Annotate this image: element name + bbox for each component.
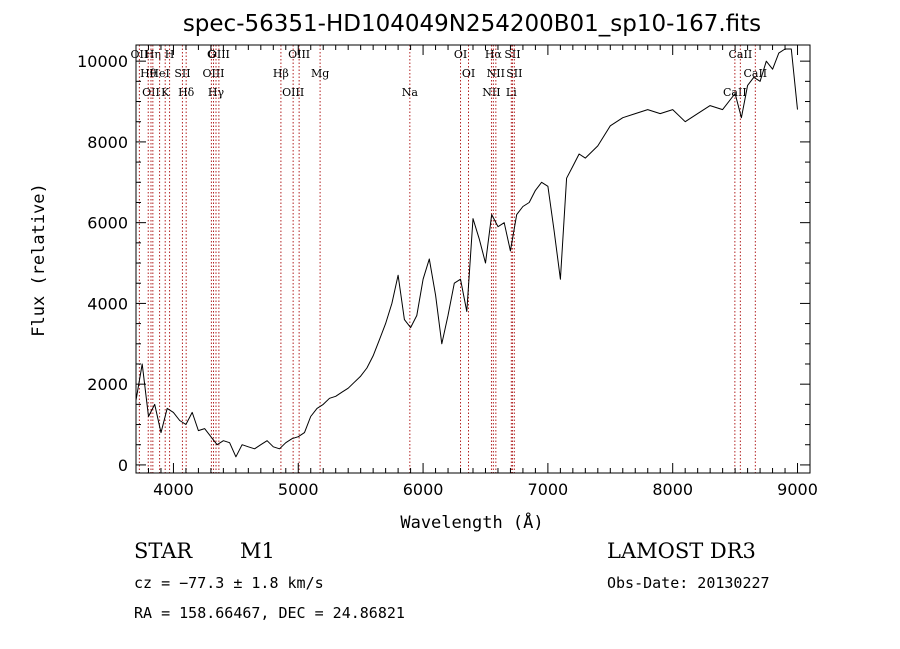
line-marker-label: CaII [729,48,753,61]
x-tick-label: 7000 [528,480,569,499]
spectrum-series [135,48,798,458]
survey-name: LAMOST DR3 [607,539,756,563]
line-marker-label: OI [454,48,467,61]
y-tick-label: 4000 [87,294,128,313]
line-marker-label: Mg [311,67,329,80]
y-tick-label: 0 [118,456,128,475]
coordinates-radec: RA = 158.66467, DEC = 24.86821 [134,604,405,622]
x-tick-label: 9000 [777,480,818,499]
line-marker-label: Hα [485,48,503,61]
y-axis-label: Flux (relative) [29,183,49,337]
line-marker-label: Hη [145,48,161,61]
y-tick-label: 10000 [77,52,128,71]
x-tick-label: 6000 [403,480,444,499]
line-marker-label: G [207,48,216,61]
x-tick-label: 5000 [278,480,319,499]
line-marker-label: SII [174,67,190,80]
line-marker-label: NII [482,86,500,99]
line-marker-label: OI [462,67,475,80]
x-axis-label: Wavelength (Å) [400,511,543,533]
object-subclass: M1 [240,539,275,563]
line-marker-label: Hβ [273,67,289,80]
line-marker-label: CaII [723,86,747,99]
x-tick-label: 8000 [652,480,693,499]
line-marker-label: Na [402,86,419,99]
x-tick-label: 4000 [153,480,194,499]
y-tick-label: 2000 [87,375,128,394]
line-marker-label: Hδ [178,86,195,99]
observation-date: Obs-Date: 20130227 [607,574,770,592]
chart-title: spec-56351-HD104049N254200B01_sp10-167.f… [183,11,761,37]
line-marker-label: SII [504,48,520,61]
line-marker-label: OIII [202,67,224,80]
line-marker-label: OIII [288,48,310,61]
y-tick-label: 8000 [87,133,128,152]
object-type: STAR [134,539,193,563]
line-marker-label: OII [142,86,160,99]
line-marker-label: OIII [282,86,304,99]
line-marker-label: HeI [149,67,169,80]
line-marker-label: OII [131,48,149,61]
line-marker-label: NII [487,67,505,80]
line-marker-label: Hγ [208,86,225,99]
line-marker-label: OIII [208,48,230,61]
line-marker-label: H [165,48,175,61]
redshift-cz: cz = −77.3 ± 1.8 km/s [134,574,324,592]
plot-frame [135,44,811,474]
line-marker-label: SII [506,67,522,80]
line-marker-label: Li [506,86,517,99]
line-marker-label: K [161,86,170,99]
y-tick-label: 6000 [87,214,128,233]
